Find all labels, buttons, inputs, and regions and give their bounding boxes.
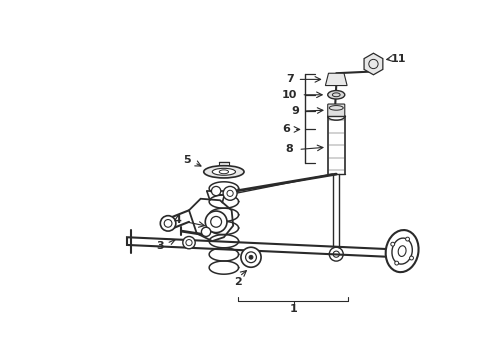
Ellipse shape xyxy=(201,227,210,237)
Ellipse shape xyxy=(212,168,235,175)
Text: 11: 11 xyxy=(390,54,405,64)
Text: 9: 9 xyxy=(291,106,299,116)
Text: 1: 1 xyxy=(289,304,297,314)
Circle shape xyxy=(248,255,252,259)
Text: 5: 5 xyxy=(183,155,190,165)
Text: 10: 10 xyxy=(282,90,297,100)
Ellipse shape xyxy=(397,246,405,256)
Text: 7: 7 xyxy=(285,75,293,84)
Ellipse shape xyxy=(203,166,244,178)
Polygon shape xyxy=(127,237,397,257)
Text: 8: 8 xyxy=(285,144,293,154)
Polygon shape xyxy=(325,73,346,86)
Circle shape xyxy=(390,242,394,246)
Ellipse shape xyxy=(385,230,418,272)
Circle shape xyxy=(183,237,195,249)
Circle shape xyxy=(205,211,226,233)
Ellipse shape xyxy=(391,238,411,264)
Circle shape xyxy=(405,237,408,241)
Circle shape xyxy=(241,247,261,267)
Ellipse shape xyxy=(327,91,344,99)
Text: 6: 6 xyxy=(282,125,289,134)
Circle shape xyxy=(223,186,237,200)
Circle shape xyxy=(409,256,413,260)
Polygon shape xyxy=(363,53,382,75)
Circle shape xyxy=(211,186,220,195)
Circle shape xyxy=(394,261,398,265)
Polygon shape xyxy=(189,199,233,241)
Text: 4: 4 xyxy=(173,215,181,225)
Text: 2: 2 xyxy=(233,277,241,287)
FancyBboxPatch shape xyxy=(327,104,344,116)
Circle shape xyxy=(160,216,176,231)
Text: 3: 3 xyxy=(156,241,164,251)
